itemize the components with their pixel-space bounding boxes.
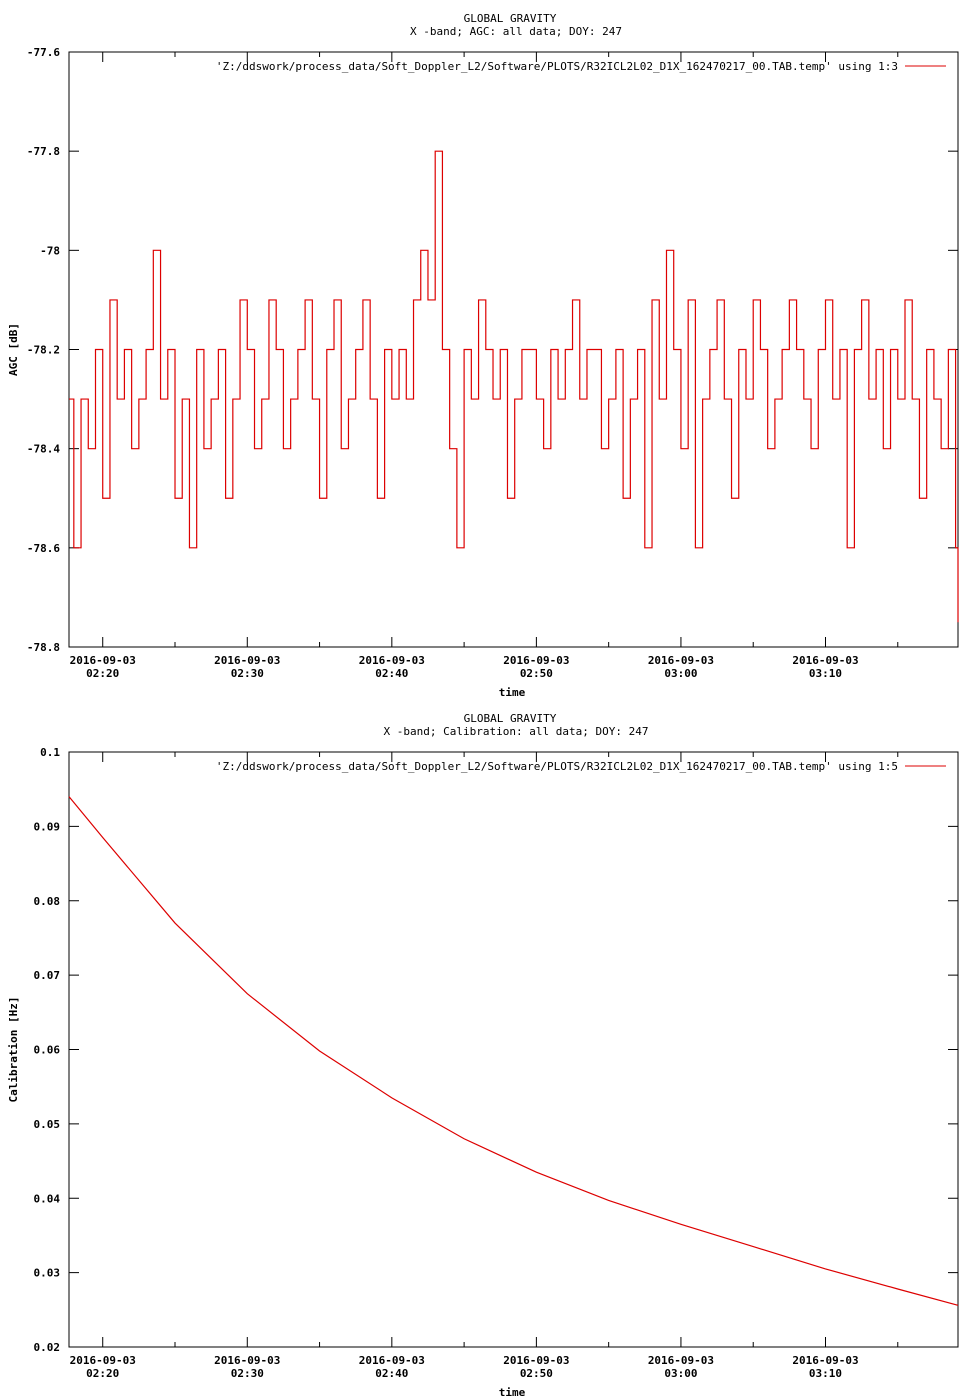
- y-tick-label: -77.6: [27, 46, 60, 59]
- series-line-1: [68, 796, 959, 1306]
- y-tick-label: -78.8: [27, 641, 60, 654]
- x-tick-date: 2016-09-03: [792, 654, 858, 667]
- chart-subtitle: X -band; AGC: all data; DOY: 247: [410, 25, 622, 38]
- x-tick-date: 2016-09-03: [359, 1354, 425, 1367]
- y-tick-label: 0.04: [34, 1192, 61, 1205]
- series-line-1: [69, 150, 959, 623]
- chart-subtitle: X -band; Calibration: all data; DOY: 247: [384, 725, 649, 738]
- x-tick-time: 02:40: [375, 1367, 408, 1380]
- x-tick-time: 02:50: [520, 1367, 553, 1380]
- y-tick-label: -78.4: [27, 443, 60, 456]
- x-tick-date: 2016-09-03: [70, 654, 136, 667]
- y-tick-label: 0.08: [34, 895, 61, 908]
- y-tick-label: 0.09: [34, 820, 61, 833]
- x-tick-date: 2016-09-03: [503, 654, 569, 667]
- y-tick-label: 0.07: [34, 969, 61, 982]
- legend-label: 'Z:/ddswork/process_data/Soft_Doppler_L2…: [216, 60, 898, 73]
- y-axis-label: Calibration [Hz]: [7, 997, 20, 1103]
- x-axis-label: time: [499, 1386, 526, 1399]
- plot-frame: [68, 751, 959, 1348]
- x-tick-time: 02:20: [86, 1367, 119, 1380]
- x-tick-time: 03:00: [664, 1367, 697, 1380]
- y-tick-label: -78.2: [27, 344, 60, 357]
- x-tick-time: 02:50: [520, 667, 553, 680]
- y-tick-label: 0.02: [34, 1341, 61, 1354]
- x-tick-time: 02:40: [375, 667, 408, 680]
- y-tick-label: -77.8: [27, 145, 60, 158]
- y-tick-label: 0.06: [34, 1044, 61, 1057]
- x-axis-label: time: [499, 686, 526, 699]
- x-tick-date: 2016-09-03: [648, 1354, 714, 1367]
- x-tick-date: 2016-09-03: [359, 654, 425, 667]
- x-tick-date: 2016-09-03: [214, 1354, 280, 1367]
- x-tick-date: 2016-09-03: [503, 1354, 569, 1367]
- y-axis-label: AGC [dB]: [7, 323, 20, 376]
- x-tick-date: 2016-09-03: [214, 654, 280, 667]
- y-tick-label: 0.05: [34, 1118, 61, 1131]
- chart-title: GLOBAL GRAVITY: [464, 712, 557, 725]
- x-tick-date: 2016-09-03: [70, 1354, 136, 1367]
- x-tick-time: 03:00: [664, 667, 697, 680]
- x-tick-time: 03:10: [809, 1367, 842, 1380]
- x-tick-date: 2016-09-03: [792, 1354, 858, 1367]
- y-tick-label: -78.6: [27, 542, 60, 555]
- x-tick-time: 02:30: [231, 667, 264, 680]
- x-tick-time: 02:30: [231, 1367, 264, 1380]
- chart-title: GLOBAL GRAVITY: [464, 12, 557, 25]
- x-tick-time: 02:20: [86, 667, 119, 680]
- y-tick-label: 0.1: [40, 746, 60, 759]
- y-tick-label: 0.03: [34, 1267, 61, 1280]
- x-tick-date: 2016-09-03: [648, 654, 714, 667]
- y-tick-label: -78: [40, 244, 60, 257]
- x-tick-time: 03:10: [809, 667, 842, 680]
- legend-label: 'Z:/ddswork/process_data/Soft_Doppler_L2…: [216, 760, 898, 773]
